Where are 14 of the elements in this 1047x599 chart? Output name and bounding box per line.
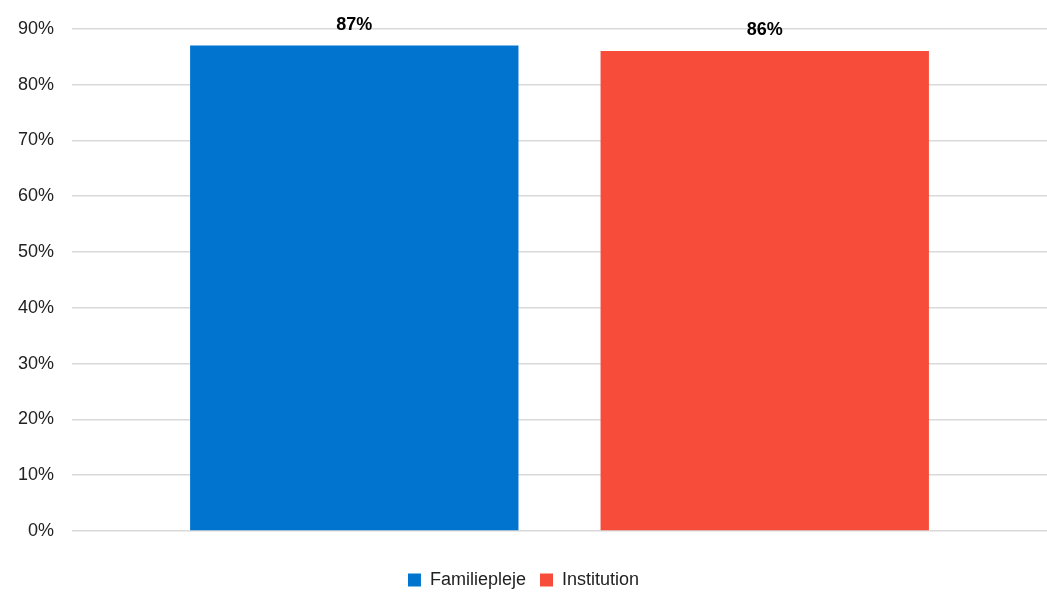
legend-label: Institution — [562, 568, 640, 589]
y-tick-label: 0% — [28, 519, 55, 540]
y-tick-label: 80% — [18, 73, 55, 94]
y-tick-label: 40% — [18, 296, 55, 317]
y-tick-label: 70% — [18, 129, 55, 150]
y-tick-label: 30% — [18, 352, 55, 373]
legend-label: Familiepleje — [429, 568, 527, 589]
y-tick-label: 50% — [18, 240, 55, 261]
y-tick-label: 90% — [18, 17, 55, 38]
y-tick-label: 20% — [18, 408, 55, 429]
data-label: 87% — [336, 13, 373, 34]
data-label: 86% — [746, 19, 783, 40]
y-tick-label: 10% — [18, 464, 55, 485]
y-tick-label: 60% — [18, 185, 55, 206]
